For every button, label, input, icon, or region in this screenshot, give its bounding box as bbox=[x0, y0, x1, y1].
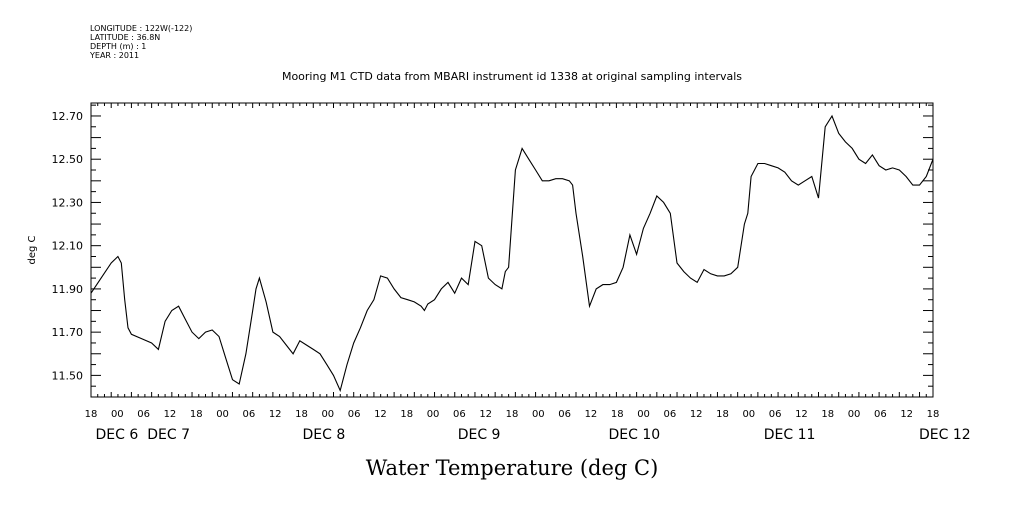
meta-depth: DEPTH (m) : 1 bbox=[90, 42, 146, 51]
x-day-label: DEC 10 bbox=[608, 427, 660, 443]
y-tick-label: 12.50 bbox=[52, 153, 84, 166]
x-hour-label: 00 bbox=[742, 409, 755, 420]
series-line bbox=[90, 114, 934, 393]
x-hour-label: 06 bbox=[137, 409, 150, 420]
x-hour-label: 18 bbox=[716, 409, 729, 420]
x-hour-label: 18 bbox=[190, 409, 203, 420]
x-hour-label: 06 bbox=[243, 409, 256, 420]
x-hour-label: 12 bbox=[374, 409, 387, 420]
x-hour-label: 12 bbox=[479, 409, 492, 420]
x-hour-label: 18 bbox=[295, 409, 308, 420]
x-hour-label: 12 bbox=[269, 409, 282, 420]
x-hour-label: 18 bbox=[821, 409, 834, 420]
x-hour-labels: 18 00 06 12 18 00 06 12 18 00 06 12 18 00 06 12 18 00 06 12… bbox=[85, 409, 940, 420]
x-hour-label: 12 bbox=[164, 409, 177, 420]
y-axis-label: deg C bbox=[27, 235, 38, 264]
x-hour-label: 18 bbox=[611, 409, 624, 420]
x-hour-label: 00 bbox=[216, 409, 229, 420]
y-tick-labels: 11.50 11.70 11.90 12.10 12.30 12.50 12.70 bbox=[52, 110, 84, 382]
plot-frame bbox=[90, 102, 934, 398]
x-axis-title: Water Temperature (deg C) bbox=[366, 456, 659, 480]
x-hour-label: 18 bbox=[400, 409, 413, 420]
x-day-label: DEC 7 bbox=[147, 427, 190, 443]
y-tick-label: 11.90 bbox=[52, 283, 84, 296]
y-tick-label: 12.30 bbox=[52, 196, 84, 209]
x-hour-label: 06 bbox=[348, 409, 361, 420]
x-hour-label: 00 bbox=[111, 409, 124, 420]
x-hour-label: 00 bbox=[848, 409, 861, 420]
chart-title: Mooring M1 CTD data from MBARI instrumen… bbox=[282, 70, 742, 83]
x-hour-label: 18 bbox=[506, 409, 519, 420]
x-hour-label: 06 bbox=[453, 409, 466, 420]
x-day-label: DEC 6 bbox=[95, 427, 138, 443]
x-hour-label: 18 bbox=[85, 409, 98, 420]
axis-ticks bbox=[90, 103, 934, 398]
x-hour-label: 12 bbox=[900, 409, 913, 420]
x-hour-label: 00 bbox=[532, 409, 545, 420]
x-hour-label: 00 bbox=[637, 409, 650, 420]
x-hour-label: 06 bbox=[664, 409, 677, 420]
y-tick-label: 11.50 bbox=[52, 369, 84, 382]
x-hour-label: 00 bbox=[321, 409, 334, 420]
x-hour-label: 00 bbox=[427, 409, 440, 420]
meta-year: YEAR : 2011 bbox=[89, 51, 139, 60]
x-hour-label: 12 bbox=[585, 409, 598, 420]
x-day-label: DEC 9 bbox=[458, 427, 501, 443]
x-hour-label: 18 bbox=[927, 409, 940, 420]
x-day-label: DEC 8 bbox=[302, 427, 345, 443]
x-hour-label: 12 bbox=[690, 409, 703, 420]
y-tick-label: 12.70 bbox=[52, 110, 84, 123]
y-tick-label: 11.70 bbox=[52, 326, 84, 339]
x-hour-label: 06 bbox=[558, 409, 571, 420]
x-hour-label: 06 bbox=[769, 409, 782, 420]
meta-longitude: LONGITUDE : 122W(-122) bbox=[90, 24, 192, 33]
meta-latitude: LATITUDE : 36.8N bbox=[90, 33, 160, 42]
x-day-label: DEC 11 bbox=[764, 427, 816, 443]
x-hour-label: 12 bbox=[795, 409, 808, 420]
y-tick-label: 12.10 bbox=[52, 240, 84, 253]
x-day-label: DEC 12 bbox=[919, 427, 971, 443]
x-hour-label: 06 bbox=[874, 409, 887, 420]
